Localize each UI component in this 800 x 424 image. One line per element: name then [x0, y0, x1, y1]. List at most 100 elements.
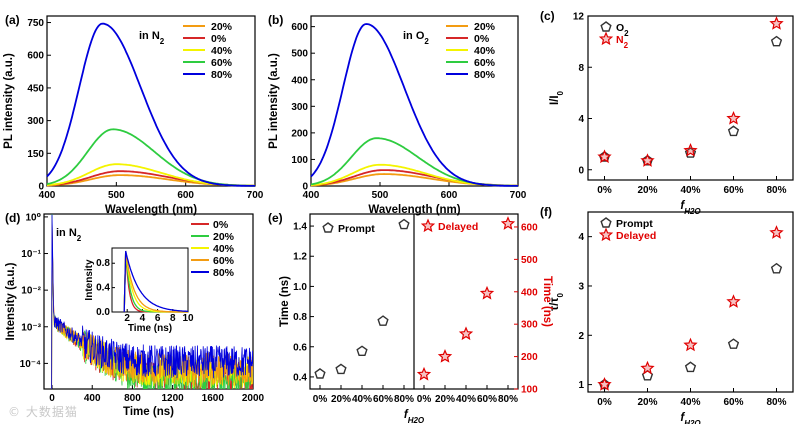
- inset-y-tick-label: 0.8: [96, 258, 110, 269]
- legend-label: 0%: [474, 33, 490, 45]
- x-tick-label: 80%: [766, 185, 786, 196]
- inset-x-tick-label: 4: [140, 313, 146, 324]
- data-point-delayed: [437, 349, 453, 363]
- data-point-delayed: [479, 285, 495, 300]
- x-tick-label: 80%: [766, 397, 786, 408]
- y-tick-label: 10⁰: [25, 212, 41, 223]
- data-point-prompt: [335, 363, 347, 375]
- panel-label: (c): [540, 9, 555, 23]
- legend-label: 80%: [211, 69, 233, 81]
- data-point-O: [727, 125, 740, 137]
- x-axis-label: Time (ns): [123, 406, 174, 418]
- inset-curve-80%: [123, 250, 189, 313]
- data-point-delayed: [458, 326, 474, 341]
- y-tick-label: 600: [291, 22, 308, 33]
- plot-frame: [310, 15, 519, 187]
- series-line-80%: [51, 214, 253, 389]
- data-point-O: [770, 35, 783, 47]
- legend-label: 0%: [211, 33, 227, 45]
- x-tick-label: 60%: [723, 397, 743, 408]
- panel-b: 400 500 600 700 0 100 200 300 400 500 600 Wavelengt…: [268, 13, 527, 216]
- y-tick-label-right: 600: [521, 222, 538, 233]
- data-point-Delayed: [726, 294, 741, 308]
- legend-marker: [322, 222, 334, 233]
- panel-a: 400 500 600 700 0 150 300 450 600 750 Wavelength (…: [3, 13, 264, 216]
- data-point-N: [683, 142, 698, 157]
- data-point-Prompt: [770, 262, 783, 274]
- y-tick-label: 1: [578, 380, 584, 391]
- legend-marker: [600, 217, 612, 228]
- data-point-Delayed: [597, 377, 612, 391]
- y-tick-label: 450: [27, 83, 44, 94]
- x-axis-label: Wavelength (nm): [368, 204, 460, 216]
- legend-label: 20%: [474, 21, 496, 33]
- x-tick-label: 80%: [498, 394, 518, 405]
- inset-x-label: Time (ns): [128, 323, 172, 334]
- y-tick-label-right: 500: [521, 255, 538, 266]
- y-tick-label: 10⁻⁴: [20, 359, 41, 370]
- y-axis-label: I/I0: [549, 90, 565, 105]
- y-tick-label: 1.0: [293, 282, 307, 293]
- inset-curve-60%: [123, 250, 188, 313]
- y-tick-label: 150: [27, 149, 44, 160]
- x-axis-label: Wavelength (nm): [105, 204, 197, 216]
- watermark: © 大数据猫: [8, 405, 78, 419]
- y-tick-label: 0: [578, 165, 584, 176]
- x-tick-label: 20%: [637, 397, 657, 408]
- legend-label: 40%: [213, 243, 235, 255]
- y-axis-label: τ/τ0: [549, 292, 565, 310]
- legend-marker: [598, 227, 614, 242]
- data-point-N: [640, 153, 655, 167]
- x-tick-label: 20%: [637, 185, 657, 196]
- x-tick-label: 2000: [242, 393, 265, 404]
- y-tick-label: 2: [578, 331, 584, 342]
- y-tick-label: 10⁻¹: [21, 249, 41, 260]
- data-point-N: [726, 110, 741, 125]
- x-tick-label: 40%: [456, 394, 476, 405]
- data-point-Prompt: [727, 338, 740, 349]
- y-tick-label: 500: [291, 49, 308, 60]
- data-point-Delayed: [683, 337, 698, 352]
- data-point-Prompt: [684, 361, 697, 373]
- inset-y-tick-label: 0.4: [96, 283, 110, 294]
- y-tick-label: 100: [291, 155, 308, 166]
- legend-label: Delayed: [438, 221, 478, 233]
- x-tick-label: 500: [372, 190, 389, 201]
- legend-label: N2: [616, 34, 629, 50]
- x-tick-label: 20%: [435, 394, 455, 405]
- series-line-80%: [46, 22, 255, 187]
- panel-d: 0 400 800 1200 1600 2000 10⁰ 10⁻¹ 10⁻² 10⁻³ 10⁻⁴ Ti…: [5, 211, 265, 418]
- x-axis-label: fH2O: [680, 200, 701, 216]
- x-tick-label: 0%: [597, 397, 612, 408]
- y-tick-label: 0.4: [293, 372, 307, 383]
- y-tick-label: 750: [27, 18, 44, 29]
- y-tick-label: 4: [578, 232, 584, 243]
- panel-f: 0% 20% 40% 60% 80% 1 2 3 4 fH2O τ/τ0 (f) PromptDelay…: [540, 205, 794, 424]
- data-point-N: [769, 16, 784, 30]
- panel-label: (d): [5, 211, 20, 225]
- legend-label: Delayed: [616, 230, 656, 242]
- y-tick-label: 0: [302, 182, 308, 193]
- y-tick-label: 4: [578, 114, 584, 125]
- legend-label: 40%: [211, 45, 233, 57]
- x-tick-label: 600: [177, 190, 194, 201]
- inset-x-tick-label: 6: [155, 313, 161, 324]
- data-point-prompt: [398, 218, 410, 230]
- legend-label: 80%: [213, 267, 235, 279]
- annotation: in N2: [56, 227, 82, 243]
- x-tick-label: 60%: [373, 394, 393, 405]
- x-tick-label: 1600: [202, 393, 225, 404]
- inset-x-tick-label: 10: [182, 313, 194, 324]
- y-tick-label: 600: [27, 51, 44, 62]
- legend-marker: [420, 218, 436, 233]
- y-axis-label: PL intensity (a.u.): [268, 53, 280, 149]
- legend-label: 20%: [213, 231, 235, 243]
- inset-y-label: Intensity: [84, 259, 95, 301]
- y-tick-label: 0.8: [293, 312, 307, 323]
- y-tick-label: 8: [578, 63, 584, 74]
- inset-x-tick-label: 2: [124, 313, 130, 324]
- y-tick-label: 200: [291, 128, 308, 139]
- x-tick-label: 700: [510, 190, 527, 201]
